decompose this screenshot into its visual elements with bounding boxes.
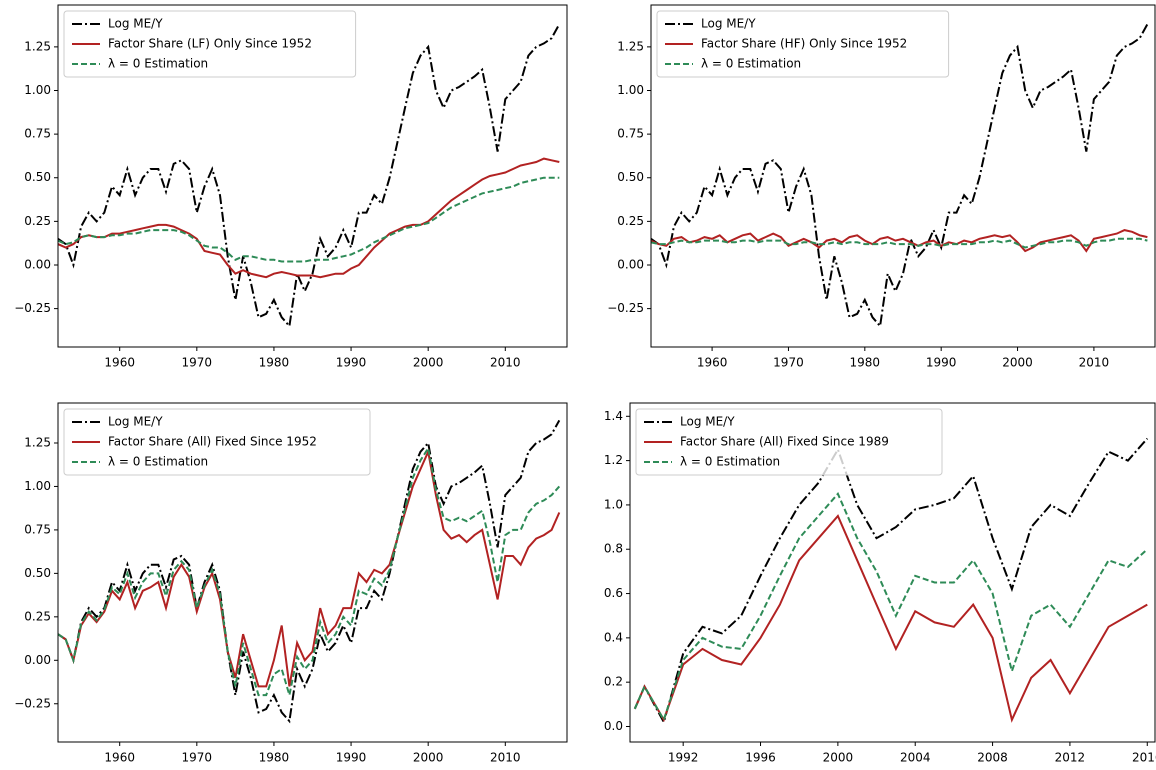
- y-tick-label: 0.4: [604, 630, 623, 644]
- y-tick-label: 0.6: [604, 586, 623, 600]
- x-tick-label: 1970: [182, 751, 213, 765]
- x-tick-label: 1980: [850, 356, 881, 370]
- y-tick-label: 1.00: [24, 83, 51, 97]
- x-tick-label: 1980: [259, 751, 290, 765]
- series-line: [651, 23, 1149, 329]
- legend-label: Factor Share (LF) Only Since 1952: [108, 37, 312, 51]
- x-tick-label: 1970: [182, 356, 213, 370]
- x-tick-label: 1960: [104, 751, 135, 765]
- y-tick-label: 1.0: [604, 497, 623, 511]
- axes-frame: [650, 4, 1156, 348]
- y-tick-label: 0.00: [24, 653, 51, 667]
- series-line: [58, 23, 561, 329]
- x-tick-label: 1970: [773, 356, 804, 370]
- x-tick-label: 2008: [977, 751, 1008, 765]
- series-line: [633, 491, 1148, 723]
- x-tick-label: 2010: [1079, 356, 1110, 370]
- series-line: [633, 437, 1149, 725]
- y-tick-label: 0.75: [24, 522, 51, 536]
- y-tick-label: 0.25: [24, 609, 51, 623]
- axes-frame: [629, 402, 1156, 743]
- legend-box: [656, 10, 950, 78]
- series-line: [651, 237, 1148, 249]
- x-tick-label: 1990: [336, 751, 367, 765]
- x-tick-label: 1960: [104, 356, 135, 370]
- series-line: [58, 445, 561, 697]
- x-tick-label: 2010: [490, 356, 521, 370]
- x-tick-label: 2000: [823, 751, 854, 765]
- y-tick-label: 1.25: [24, 435, 51, 449]
- y-tick-label: −0.25: [14, 301, 51, 315]
- y-tick-label: 1.25: [24, 39, 51, 53]
- legend-label: λ = 0 Estimation: [680, 455, 780, 469]
- y-tick-label: 0.8: [604, 542, 623, 556]
- legend-label: Log ME/Y: [701, 17, 756, 31]
- y-tick-label: 1.2: [604, 453, 623, 467]
- y-tick-label: 0.00: [617, 257, 644, 271]
- y-tick-label: 0.2: [604, 675, 623, 689]
- x-tick-label: 2010: [490, 751, 521, 765]
- y-tick-label: 0.75: [24, 127, 51, 141]
- y-tick-label: 0.0: [604, 719, 623, 733]
- y-tick-label: 1.00: [24, 479, 51, 493]
- series-line: [651, 229, 1148, 253]
- legend-label: Log ME/Y: [108, 17, 163, 31]
- y-tick-label: 0.75: [617, 127, 644, 141]
- x-tick-label: 2000: [1002, 356, 1033, 370]
- plot-area: [651, 23, 1149, 329]
- y-tick-label: 1.25: [617, 39, 644, 53]
- x-tick-label: 2004: [900, 751, 931, 765]
- y-tick-label: 0.50: [24, 170, 51, 184]
- series-line: [633, 514, 1148, 723]
- x-tick-label: 1990: [926, 356, 957, 370]
- series-line: [58, 419, 561, 724]
- legend-label: Log ME/Y: [680, 415, 735, 429]
- x-tick-label: 1960: [697, 356, 728, 370]
- plot-area: [58, 419, 561, 724]
- legend-box: [635, 408, 943, 476]
- legend-box: [63, 408, 371, 476]
- legend-label: Factor Share (All) Fixed Since 1952: [108, 435, 317, 449]
- x-tick-label: 2016: [1132, 751, 1156, 765]
- y-tick-label: 1.4: [604, 409, 623, 423]
- y-tick-label: 1.00: [617, 83, 644, 97]
- axes-frame: [57, 402, 568, 743]
- legend-label: λ = 0 Estimation: [108, 455, 208, 469]
- x-tick-label: 2012: [1055, 751, 1086, 765]
- series-line: [58, 176, 560, 263]
- x-tick-label: 2000: [413, 356, 444, 370]
- legend-box: [63, 10, 357, 78]
- legend-label: Log ME/Y: [108, 415, 163, 429]
- y-tick-label: 0.50: [617, 170, 644, 184]
- plot-area: [58, 23, 561, 329]
- legend-label: λ = 0 Estimation: [701, 57, 801, 71]
- x-tick-label: 1990: [336, 356, 367, 370]
- y-tick-label: 0.25: [617, 214, 644, 228]
- y-tick-label: 0.50: [24, 566, 51, 580]
- legend-label: Factor Share (All) Fixed Since 1989: [680, 435, 889, 449]
- x-tick-label: 2000: [413, 751, 444, 765]
- series-line: [58, 448, 561, 688]
- legend-label: Factor Share (HF) Only Since 1952: [701, 37, 907, 51]
- series-line: [58, 157, 560, 279]
- plot-area: [633, 437, 1149, 725]
- x-tick-label: 1980: [259, 356, 290, 370]
- x-tick-label: 1996: [745, 751, 776, 765]
- y-tick-label: 0.25: [24, 214, 51, 228]
- x-tick-label: 1992: [668, 751, 699, 765]
- y-tick-label: −0.25: [607, 301, 644, 315]
- y-tick-label: −0.25: [14, 696, 51, 710]
- y-tick-label: 0.00: [24, 257, 51, 271]
- legend-label: λ = 0 Estimation: [108, 57, 208, 71]
- axes-frame: [57, 4, 568, 348]
